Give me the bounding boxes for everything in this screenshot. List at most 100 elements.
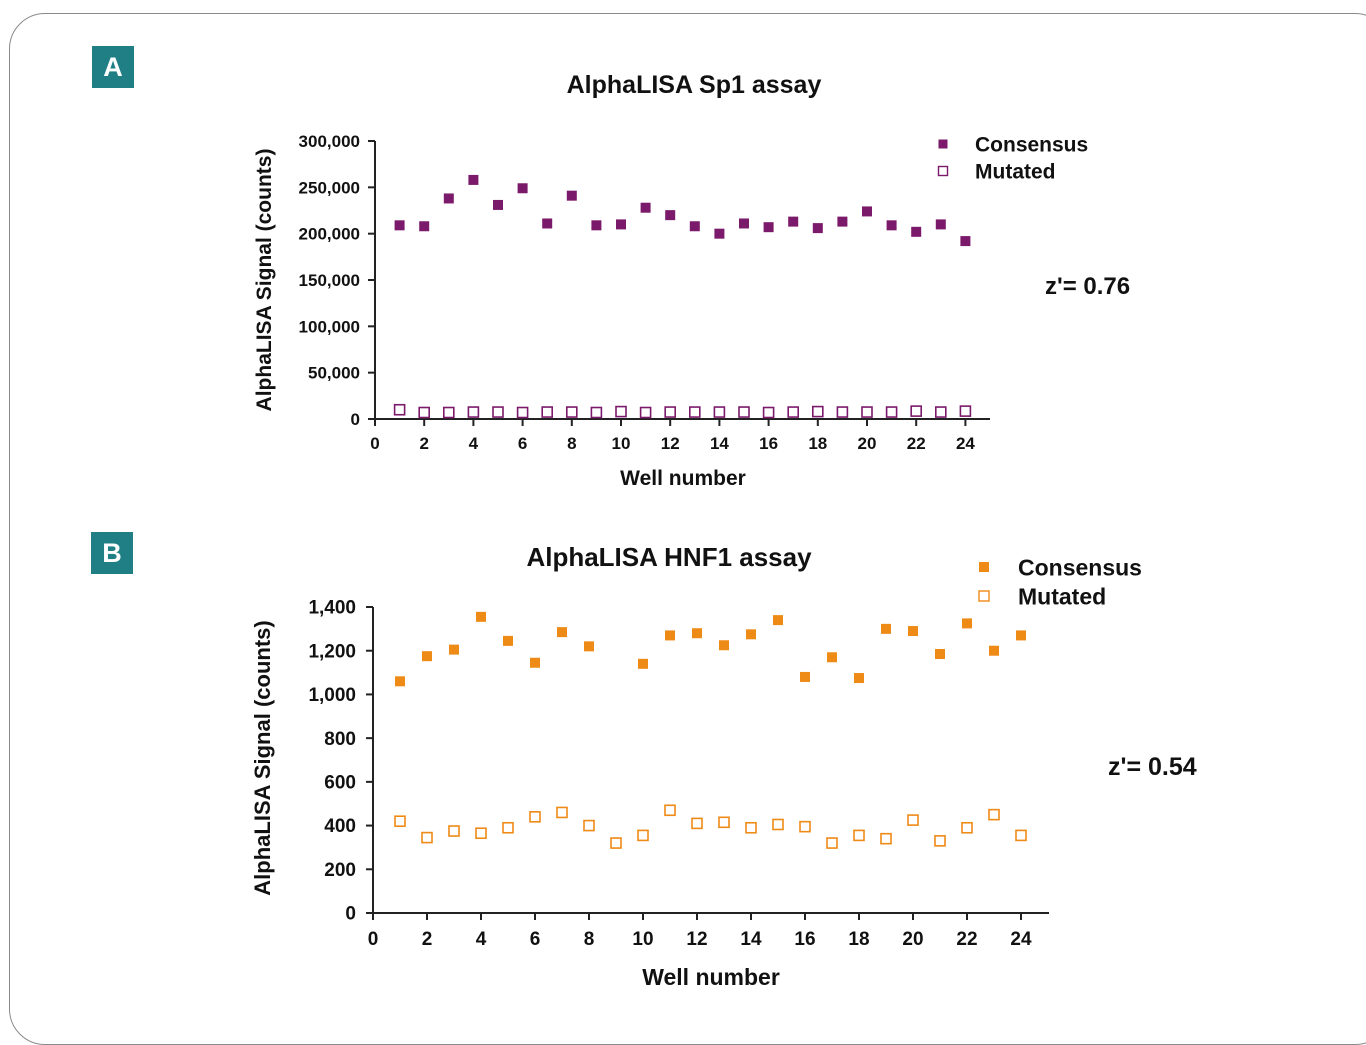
consensus-point [886, 220, 897, 231]
mutated-point [787, 406, 800, 418]
mutated-point [610, 837, 622, 849]
consensus-point [493, 199, 503, 210]
y-axis-label: AlphaLISA Signal (counts) [253, 149, 276, 412]
consensus-point [962, 618, 972, 629]
legend-marker [937, 165, 949, 177]
z-prime-annotation: z'= 0.76 [1045, 273, 1130, 300]
x-axis-label: Well number [642, 964, 780, 990]
y-tick-label: 1,200 [308, 641, 356, 662]
x-tick-label: 18 [848, 929, 869, 950]
consensus-point [665, 210, 676, 221]
mutated-point [691, 817, 703, 830]
mutated-point [442, 406, 455, 419]
consensus-point [935, 648, 945, 659]
mutated-point [861, 406, 873, 418]
legend-label: Mutated [1018, 583, 1106, 609]
y-tick-label: 800 [324, 729, 356, 750]
x-tick-label: 10 [612, 434, 631, 453]
mutated-point [959, 405, 972, 417]
legend-label: Mutated [975, 161, 1056, 184]
legend-label: Consensus [975, 134, 1088, 157]
mutated-point [639, 406, 652, 419]
consensus-point [862, 206, 872, 217]
mutated-point [394, 815, 406, 828]
x-tick-label: 6 [518, 434, 527, 453]
y-tick-label: 600 [324, 773, 356, 794]
consensus-point [443, 193, 454, 204]
consensus-point [827, 652, 837, 663]
figure-svg: AlphaLISA Sp1 assay Well number AlphaLIS… [250, 71, 1197, 990]
consensus-point [763, 222, 774, 233]
y-tick-label: 200 [324, 860, 356, 881]
consensus-point [788, 216, 799, 227]
x-tick-label: 24 [1010, 929, 1032, 950]
x-tick-label: 14 [740, 929, 762, 950]
consensus-point [714, 228, 725, 239]
mutated-point [1015, 829, 1027, 842]
mutated-point [880, 832, 892, 845]
chart-title: AlphaLISA Sp1 assay [567, 71, 822, 99]
consensus-point [773, 615, 783, 626]
y-tick-label: 200,000 [299, 225, 360, 244]
consensus-point [812, 223, 823, 234]
mutated-point [664, 406, 677, 418]
mutated-point [583, 819, 595, 832]
y-tick-label: 400 [324, 816, 356, 837]
mutated-point [885, 406, 898, 418]
x-tick-label: 0 [370, 434, 379, 453]
chart-title: AlphaLISA HNF1 assay [526, 542, 812, 572]
mutated-point [934, 835, 946, 847]
x-tick-label: 16 [794, 929, 815, 950]
x-tick-label: 12 [661, 434, 680, 453]
consensus-point [517, 183, 528, 194]
x-tick-label: 24 [956, 434, 975, 453]
consensus-point [881, 623, 891, 634]
mutated-point [934, 406, 947, 418]
consensus-point [616, 219, 626, 230]
mutated-point [713, 406, 726, 418]
mutated-point [961, 821, 973, 834]
y-tick-label: 0 [351, 410, 360, 429]
consensus-point [542, 218, 553, 229]
mutated-point [664, 804, 676, 817]
consensus-point [557, 627, 567, 638]
consensus-point [640, 202, 651, 213]
y-tick-label: 150,000 [299, 271, 360, 290]
x-tick-label: 10 [632, 929, 653, 950]
y-tick-label: 0 [345, 904, 356, 925]
consensus-point [395, 676, 405, 687]
consensus-point [960, 236, 971, 247]
x-tick-label: 8 [567, 434, 576, 453]
figure-card [9, 13, 1366, 1045]
consensus-point [935, 219, 946, 230]
mutated-point [516, 406, 529, 419]
x-tick-label: 22 [907, 434, 926, 453]
consensus-point [503, 635, 513, 646]
consensus-point [419, 221, 430, 232]
mutated-point [745, 821, 757, 834]
x-tick-label: 4 [469, 434, 479, 453]
mutated-point [637, 829, 649, 842]
x-tick-label: 0 [368, 929, 379, 950]
consensus-point [692, 628, 702, 639]
consensus-point [476, 611, 486, 622]
mutated-point [502, 821, 514, 834]
consensus-point [989, 645, 999, 656]
consensus-point [449, 644, 459, 655]
legend-marker [979, 562, 989, 572]
mutated-point [826, 837, 838, 849]
consensus-point [422, 651, 432, 662]
x-tick-label: 14 [710, 434, 729, 453]
consensus-point [837, 216, 848, 227]
x-axis-label: Well number [620, 467, 746, 490]
chart-sp1: AlphaLISA Sp1 assay Well number AlphaLIS… [253, 71, 1130, 490]
mutated-point [910, 405, 923, 417]
mutated-point [565, 406, 578, 418]
x-tick-label: 18 [808, 434, 827, 453]
mutated-point [475, 827, 487, 840]
x-tick-label: 6 [530, 929, 541, 950]
legend-label: Consensus [1018, 554, 1142, 580]
y-tick-label: 100,000 [299, 317, 360, 336]
x-tick-label: 20 [902, 929, 923, 950]
x-tick-label: 2 [422, 929, 433, 950]
